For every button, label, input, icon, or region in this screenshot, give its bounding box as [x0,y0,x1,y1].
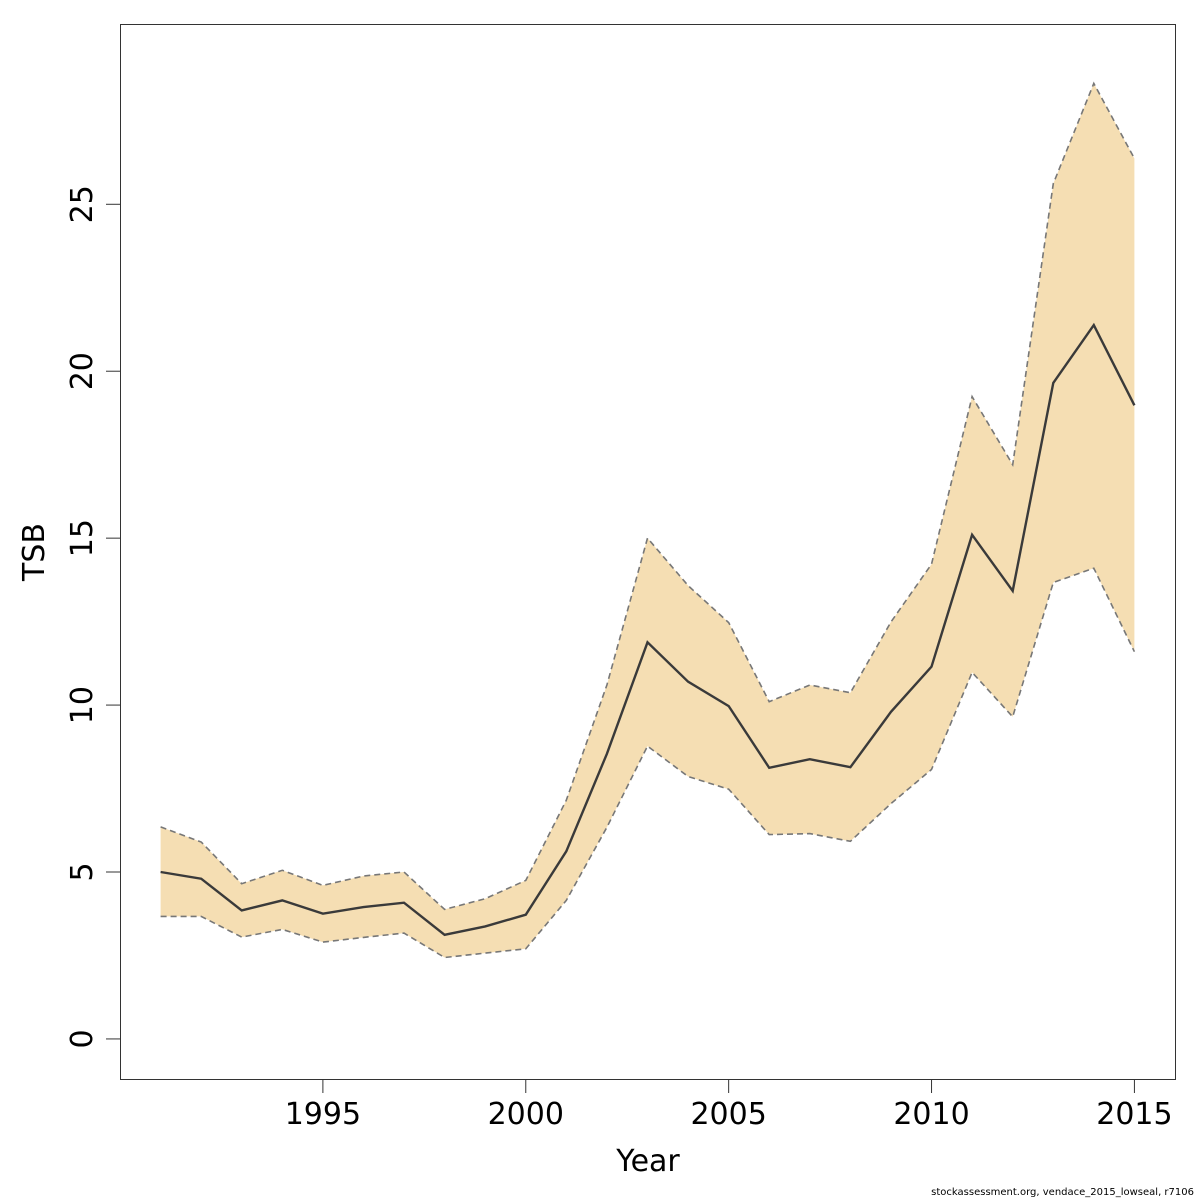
upper-bound-line [160,81,1136,911]
y-tick-label: 10 [65,686,100,724]
y-tick-label: 0 [65,1029,100,1048]
estimate-line [160,322,1136,937]
y-axis: 0 5 10 15 20 25 [65,185,121,1048]
x-tick-label: 1995 [285,1097,361,1132]
x-tick-label: 2005 [690,1097,766,1132]
y-tick-label: 25 [65,185,100,223]
y-tick-label: 5 [65,862,100,881]
y-tick-label: 15 [65,519,100,557]
y-tick-label: 20 [65,352,100,390]
plot-area [160,81,1136,959]
y-axis-title: TSB [17,523,52,582]
x-tick-label: 2000 [488,1097,564,1132]
x-axis: 1995 2000 2005 2010 2015 [285,1079,1173,1132]
footnote: stockassessment.org, vendace_2015_lowsea… [931,1187,1194,1198]
x-tick-label: 2015 [1096,1097,1172,1132]
confidence-band [160,83,1135,958]
x-tick-label: 2010 [893,1097,969,1132]
x-axis-title: Year [615,1144,680,1179]
